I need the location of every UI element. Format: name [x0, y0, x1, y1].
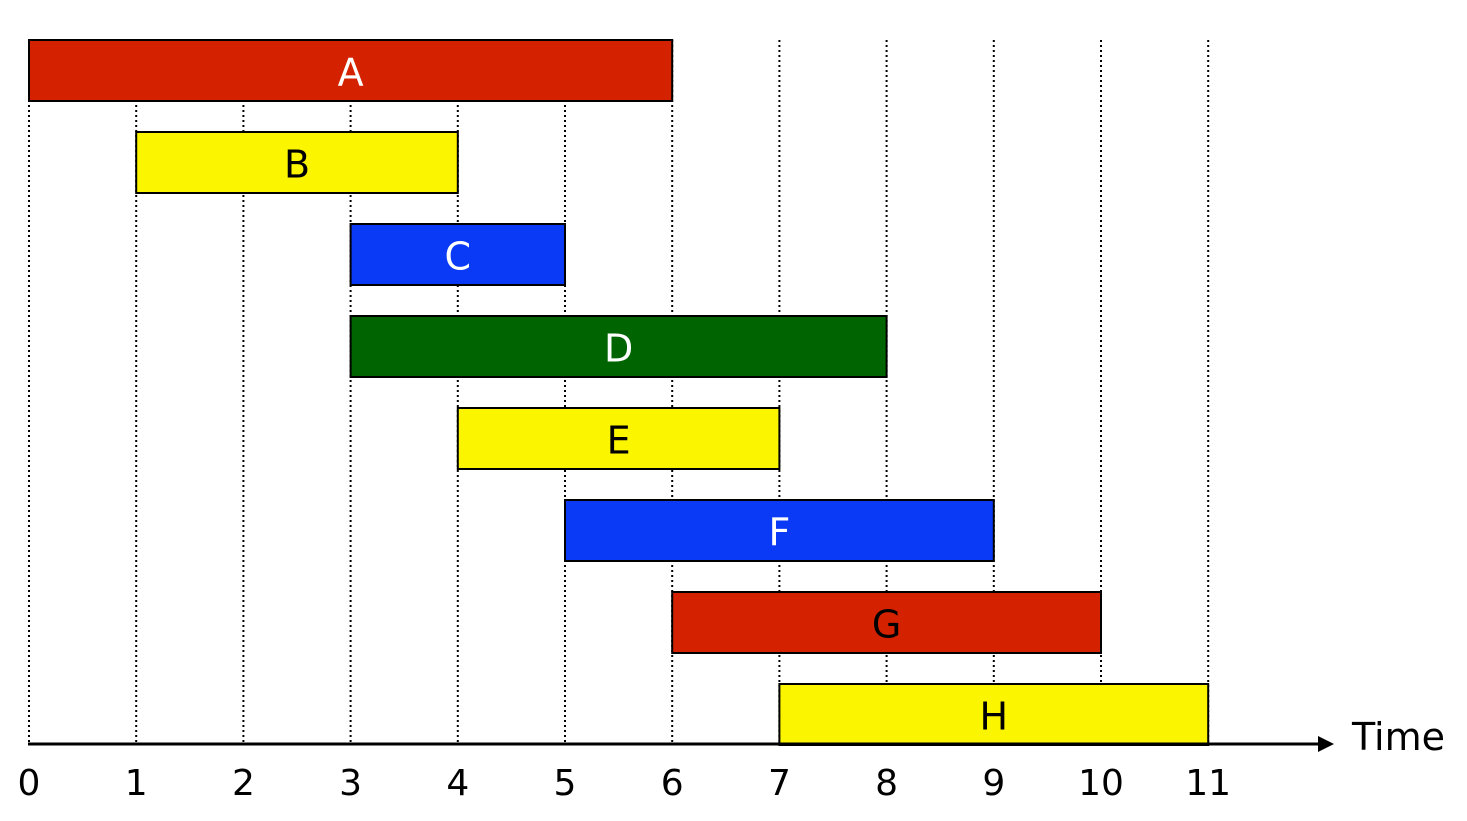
task-e: E: [456, 407, 781, 470]
tick-label-8: 8: [875, 763, 898, 804]
tick-label-9: 9: [982, 763, 1005, 804]
task-bar-e: [456, 407, 781, 470]
task-d: D: [349, 315, 888, 378]
task-bar-g: [671, 591, 1102, 654]
tick-label-2: 2: [232, 763, 255, 804]
tick-label-7: 7: [768, 763, 791, 804]
task-g: G: [671, 591, 1102, 654]
task-b: B: [135, 131, 459, 194]
task-a: A: [28, 39, 674, 102]
task-label-d: D: [604, 327, 633, 371]
task-label-a: A: [338, 51, 364, 95]
task-bar-a: [28, 39, 674, 102]
task-label-c: C: [445, 235, 472, 279]
task-bar-c: [349, 223, 566, 286]
task-bar-b: [135, 131, 459, 194]
task-bar-d: [349, 315, 888, 378]
tick-labels: 0 1 2 3 4 5 6 7 8 9 10 11: [18, 763, 1232, 804]
tick-label-0: 0: [18, 763, 41, 804]
task-bars: A B C D E F G H: [28, 39, 1210, 746]
time-axis: Time: [28, 715, 1445, 759]
task-label-e: E: [607, 419, 631, 463]
tick-label-10: 10: [1078, 763, 1124, 804]
tick-label-1: 1: [125, 763, 148, 804]
x-axis-title: Time: [1351, 715, 1445, 759]
task-label-f: F: [768, 511, 790, 555]
tick-label-11: 11: [1185, 763, 1231, 804]
task-label-b: B: [284, 143, 310, 187]
tick-label-3: 3: [339, 763, 362, 804]
tick-label-5: 5: [554, 763, 577, 804]
task-bar-h: [778, 683, 1210, 746]
task-label-h: H: [980, 695, 1009, 739]
x-axis-arrowhead: [1318, 736, 1334, 752]
task-bar-f: [564, 499, 995, 562]
task-label-g: G: [872, 603, 901, 647]
tick-label-4: 4: [446, 763, 469, 804]
tick-label-6: 6: [661, 763, 684, 804]
task-c: C: [349, 223, 566, 286]
task-f: F: [564, 499, 995, 562]
task-h: H: [778, 683, 1210, 746]
